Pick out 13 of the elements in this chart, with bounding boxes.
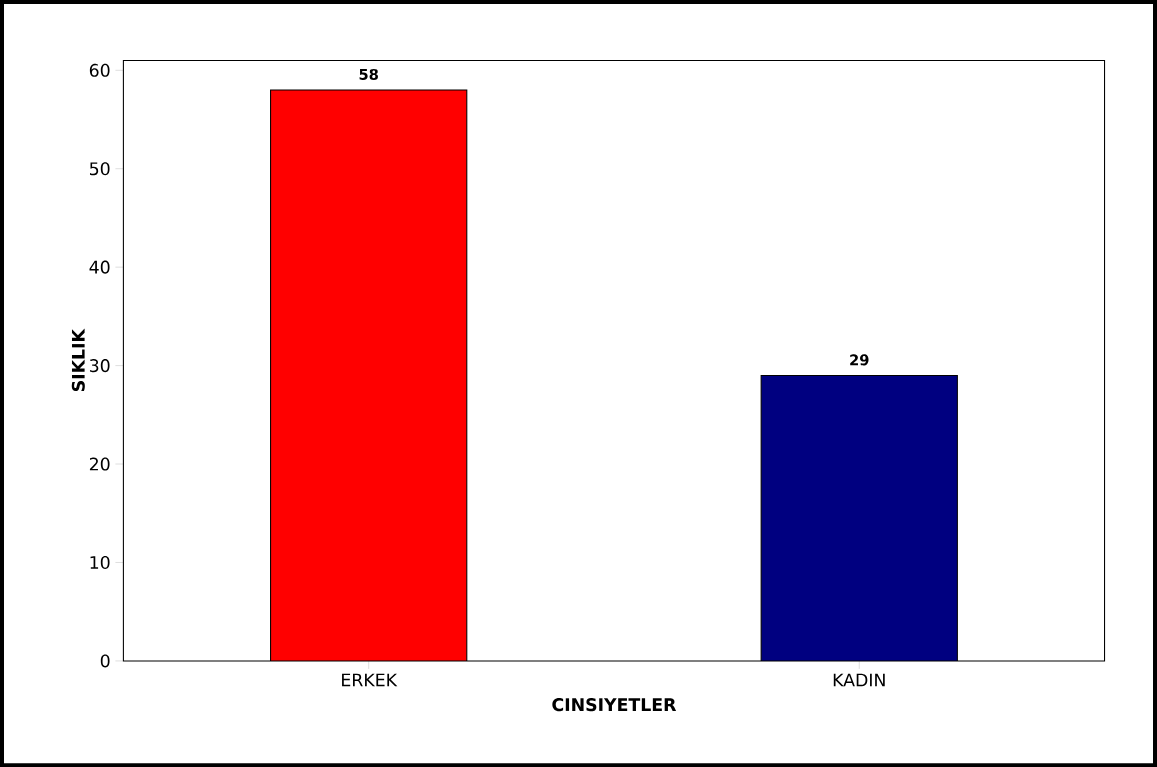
x-tick-label: KADIN: [833, 673, 885, 687]
y-tick-label: 40: [89, 260, 110, 274]
x-axis-title: CINSIYETLER: [552, 697, 677, 712]
data-label: 29: [850, 354, 869, 366]
y-tick-label: 30: [89, 358, 110, 373]
x-tick-label: ERKEK: [342, 673, 398, 687]
y-tick-label: 20: [89, 457, 110, 471]
y-tick-label: 50: [90, 162, 110, 176]
data-label: 58: [359, 68, 378, 80]
y-axis-title: SIKLIK: [71, 328, 85, 391]
y-tick-label: 60: [89, 63, 110, 77]
y-tick-label: 10: [90, 555, 110, 569]
y-tick-label: 0: [100, 654, 110, 668]
